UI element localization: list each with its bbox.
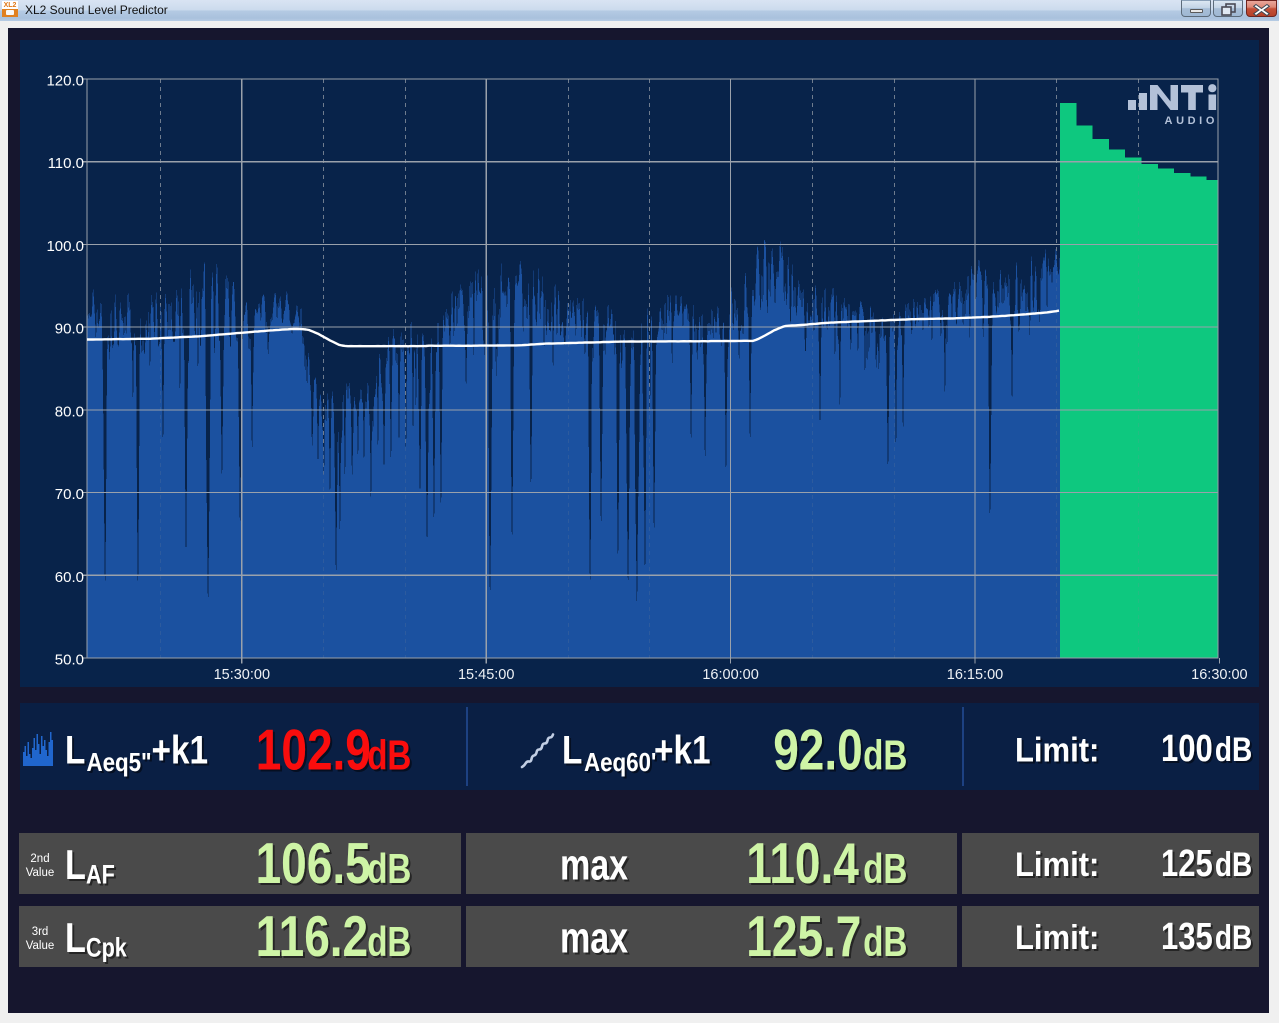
svg-text:+k1: +k1 xyxy=(654,728,710,773)
svg-text:3rd: 3rd xyxy=(32,926,49,938)
svg-text:135: 135 xyxy=(1161,916,1213,958)
svg-text:Aeq5": Aeq5" xyxy=(87,748,152,777)
svg-text:max: max xyxy=(560,842,628,890)
svg-text:L: L xyxy=(562,728,582,773)
svg-text:+k1: +k1 xyxy=(152,728,208,773)
svg-text:dB: dB xyxy=(367,845,411,891)
svg-text:15:30:00: 15:30:00 xyxy=(214,667,270,683)
svg-text:max: max xyxy=(560,915,628,963)
svg-text:Value: Value xyxy=(26,867,55,879)
svg-text:90.0: 90.0 xyxy=(55,321,84,338)
svg-text:L: L xyxy=(65,842,86,889)
svg-text:dB: dB xyxy=(1215,918,1252,956)
svg-text:80.0: 80.0 xyxy=(55,403,84,420)
svg-text:dB: dB xyxy=(367,918,411,964)
svg-text:102.9: 102.9 xyxy=(256,719,371,783)
svg-text:dB: dB xyxy=(863,918,907,964)
svg-text:110.0: 110.0 xyxy=(48,155,84,172)
svg-text:16:30:00: 16:30:00 xyxy=(1191,667,1247,683)
svg-text:AF: AF xyxy=(86,860,115,890)
svg-text:110.4: 110.4 xyxy=(746,832,859,896)
svg-text:dB: dB xyxy=(1215,845,1252,883)
svg-text:100: 100 xyxy=(1161,728,1213,770)
svg-text:Limit:: Limit: xyxy=(1015,917,1099,956)
svg-text:dB: dB xyxy=(1215,730,1252,768)
svg-text:Aeq60': Aeq60' xyxy=(584,748,656,777)
svg-text:60.0: 60.0 xyxy=(55,569,84,586)
svg-text:16:15:00: 16:15:00 xyxy=(947,667,1003,683)
svg-text:Limit:: Limit: xyxy=(1015,730,1099,769)
svg-text:L: L xyxy=(65,915,86,962)
svg-text:dB: dB xyxy=(863,732,907,778)
svg-text:dB: dB xyxy=(863,845,907,891)
svg-text:116.2: 116.2 xyxy=(256,905,369,969)
svg-text:Limit:: Limit: xyxy=(1015,844,1099,883)
svg-text:50.0: 50.0 xyxy=(55,652,84,669)
svg-text:106.5: 106.5 xyxy=(256,832,371,896)
svg-text:15:45:00: 15:45:00 xyxy=(458,667,514,683)
svg-text:2nd: 2nd xyxy=(30,853,49,865)
svg-text:100.0: 100.0 xyxy=(46,238,84,255)
svg-text:L: L xyxy=(65,728,85,773)
svg-text:Value: Value xyxy=(26,940,55,952)
svg-text:Cpk: Cpk xyxy=(86,933,127,963)
svg-text:92.0: 92.0 xyxy=(773,719,863,783)
svg-text:125: 125 xyxy=(1161,843,1213,885)
svg-text:dB: dB xyxy=(367,732,411,778)
svg-text:AUDIO: AUDIO xyxy=(1165,115,1218,127)
svg-text:70.0: 70.0 xyxy=(55,486,84,503)
svg-text:120.0: 120.0 xyxy=(46,73,84,90)
svg-text:16:00:00: 16:00:00 xyxy=(702,667,758,683)
svg-text:125.7: 125.7 xyxy=(746,905,861,969)
